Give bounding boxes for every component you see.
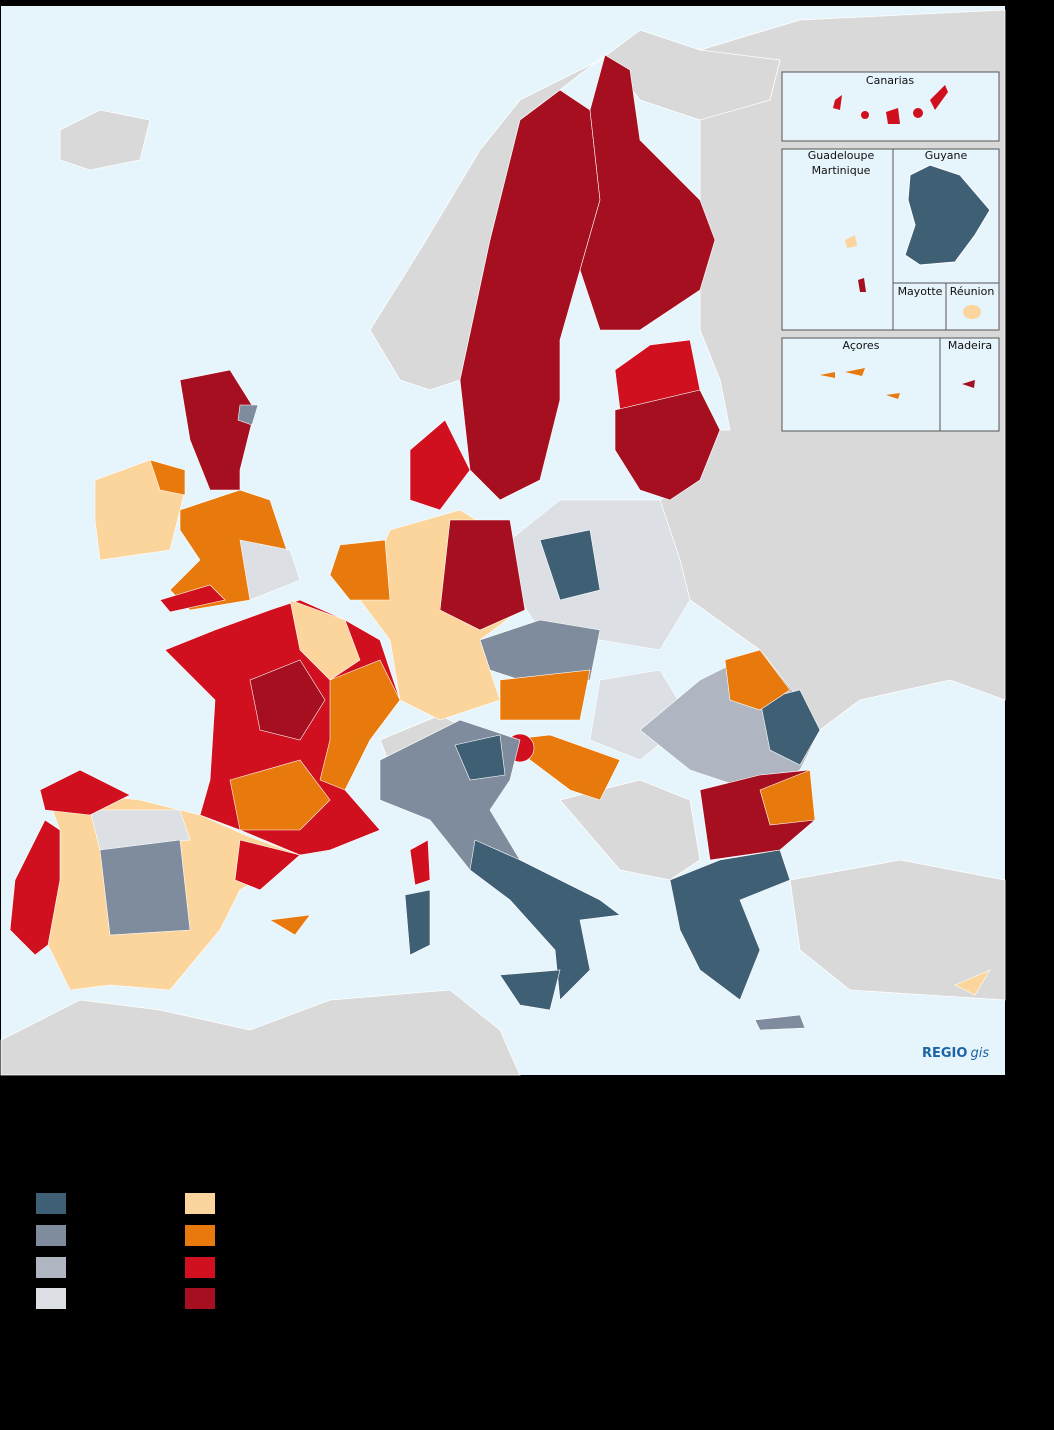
region-italy-northeast xyxy=(454,734,506,781)
region-scotland xyxy=(179,369,256,491)
island xyxy=(845,235,857,248)
region-galicia xyxy=(39,769,131,816)
region-crete xyxy=(754,1014,806,1031)
region-france-east xyxy=(319,659,401,791)
inset-label: Açores xyxy=(843,339,880,352)
logo: REGIO gis xyxy=(922,1046,989,1061)
inset-atlantic: Açores Madeira xyxy=(781,337,1000,432)
inset-label: Martinique xyxy=(812,164,871,177)
island xyxy=(845,368,865,376)
region-italy-south xyxy=(469,839,621,1001)
region-portugal xyxy=(9,819,61,956)
region-scotland-northeast xyxy=(237,404,259,426)
legend-swatch xyxy=(36,1193,66,1214)
region-austria xyxy=(499,669,591,721)
legend-swatch xyxy=(185,1288,215,1309)
logo-suffix: gis xyxy=(970,1046,989,1061)
inset-label: Guyane xyxy=(925,149,968,162)
region-guyane xyxy=(904,164,991,266)
region-france-north xyxy=(289,599,361,681)
region-corsica xyxy=(409,839,431,886)
region-bulgaria-east xyxy=(759,769,816,826)
region-northern-ireland xyxy=(149,459,186,496)
region-france-south xyxy=(229,759,331,831)
legend-swatch xyxy=(36,1225,66,1246)
region-spain-centre xyxy=(99,839,191,936)
land-turkey xyxy=(789,859,1006,1001)
legend-swatch xyxy=(36,1257,66,1278)
region-romania-north xyxy=(724,649,791,711)
legend-swatch xyxy=(185,1225,215,1246)
region-sicily xyxy=(499,969,561,1011)
island xyxy=(962,380,975,388)
inset-label: Madeira xyxy=(948,339,992,352)
land-balkans xyxy=(559,779,701,881)
island xyxy=(913,108,923,118)
island xyxy=(930,85,948,110)
region-czechia xyxy=(479,619,601,681)
region-sardinia xyxy=(404,889,431,956)
inset-label: Réunion xyxy=(950,285,995,298)
legend-swatch xyxy=(185,1193,215,1214)
island xyxy=(820,372,835,378)
island xyxy=(886,393,900,399)
island xyxy=(963,305,981,319)
region-finland xyxy=(579,54,716,331)
region-spain-north xyxy=(89,809,191,851)
region-cyprus xyxy=(954,969,991,996)
region-england-southeast xyxy=(239,539,301,601)
land-africa xyxy=(0,989,521,1076)
region-latvia-lithuania xyxy=(614,389,721,501)
region-poland-central xyxy=(539,529,601,601)
region-romania-east xyxy=(759,689,821,766)
region-balearics xyxy=(269,914,311,936)
inset-label: Mayotte xyxy=(898,285,943,298)
inset-canarias: Canarias xyxy=(781,71,1000,142)
inset-label: Guadeloupe xyxy=(808,149,875,162)
region-catalonia xyxy=(234,839,301,891)
inset-frame xyxy=(781,337,1000,432)
island xyxy=(861,111,869,119)
region-greece xyxy=(669,849,791,1001)
inset-frame xyxy=(781,71,1000,142)
land-iceland xyxy=(59,109,151,171)
island xyxy=(886,108,900,124)
region-germany-east xyxy=(439,519,526,631)
legend-swatch xyxy=(185,1257,215,1278)
island xyxy=(858,278,866,292)
legend xyxy=(36,1193,215,1309)
region-denmark xyxy=(409,419,471,511)
inset-label: Canarias xyxy=(866,74,914,87)
island xyxy=(833,95,842,110)
region-england-southwest xyxy=(159,584,226,613)
inset-caribbean: Guadeloupe Martinique Guyane Mayotte Réu… xyxy=(781,148,1000,331)
region-france-centre xyxy=(249,659,326,741)
legend-swatch xyxy=(36,1288,66,1309)
region-netherlands xyxy=(329,539,391,601)
logo-brand: REGIO xyxy=(922,1046,967,1061)
